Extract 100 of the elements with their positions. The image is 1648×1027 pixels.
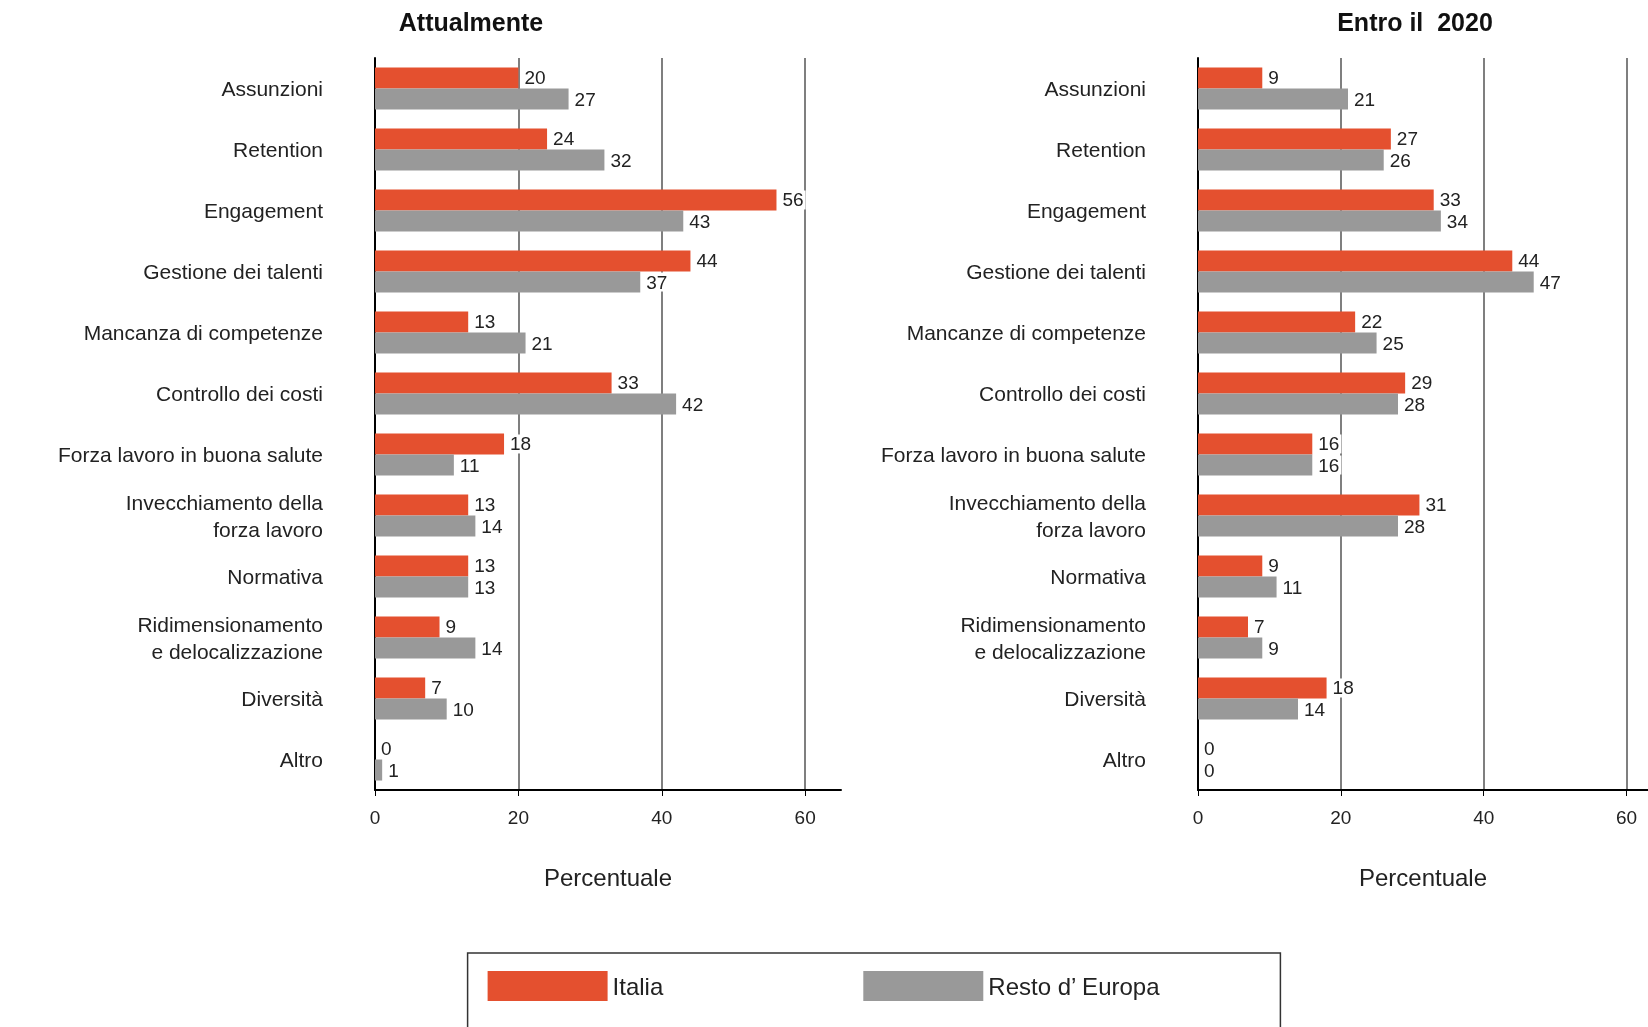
data-label: 22 — [1361, 311, 1383, 333]
y-tick-label: Diversità — [1064, 687, 1147, 710]
chart-title: Attualmente — [398, 7, 544, 36]
bar — [1198, 494, 1420, 516]
bar — [375, 128, 548, 150]
y-tick-label: Assunzioni — [221, 77, 323, 100]
bar — [375, 67, 519, 89]
data-label: 16 — [1318, 433, 1340, 455]
data-label: 44 — [696, 250, 719, 272]
bar — [1198, 576, 1277, 598]
bar — [1198, 332, 1377, 354]
data-label: 0 — [381, 738, 392, 760]
data-label: 26 — [1389, 149, 1411, 171]
data-label: 31 — [1425, 494, 1447, 516]
chart-title: Entro il 2020 — [1337, 7, 1493, 36]
x-tick-label: 60 — [794, 807, 816, 828]
y-tick-label: Altro — [1102, 748, 1146, 771]
bar — [375, 494, 469, 516]
bar — [1198, 210, 1441, 232]
y-tick-label: Ridimensionamento e delocalizzazione — [137, 612, 323, 663]
data-label: 21 — [531, 332, 553, 354]
bar — [1198, 454, 1313, 476]
y-tick-label: Gestione dei talenti — [966, 260, 1146, 283]
data-label: 16 — [1318, 454, 1340, 476]
data-label: 9 — [1268, 67, 1279, 89]
y-tick-label: Ridimensionamento e delocalizzazione — [960, 612, 1146, 663]
data-label: 56 — [782, 189, 804, 211]
bar — [375, 271, 641, 293]
bar — [1198, 250, 1513, 272]
data-label: 7 — [1254, 616, 1265, 638]
bar — [375, 637, 476, 659]
bar — [375, 210, 684, 232]
bar — [375, 189, 777, 211]
data-label: 33 — [1439, 189, 1461, 211]
data-label: 32 — [610, 149, 632, 171]
data-label: 10 — [452, 698, 474, 720]
data-label: 27 — [1396, 128, 1418, 150]
bar — [1198, 677, 1327, 699]
bar — [375, 759, 383, 781]
data-label: 34 — [1446, 210, 1469, 232]
data-label: 9 — [1268, 555, 1279, 577]
legend-label: Italia — [612, 972, 664, 1000]
y-tick-label: Controllo dei costi — [156, 382, 323, 405]
y-tick-label: Controllo dei costi — [979, 382, 1146, 405]
data-label: 9 — [445, 616, 457, 638]
x-axis-title: Percentuale — [543, 863, 673, 891]
bar — [375, 555, 469, 577]
bar — [1198, 128, 1391, 150]
y-tick-label: Normativa — [1050, 565, 1147, 588]
data-label: 11 — [1282, 576, 1303, 598]
bar — [375, 250, 691, 272]
bar — [1198, 149, 1384, 171]
y-tick-label: Gestione dei talenti — [143, 260, 323, 283]
bar — [1198, 515, 1398, 537]
bar — [375, 616, 440, 638]
bar — [1198, 271, 1534, 293]
y-tick-label: Retention — [1056, 138, 1146, 161]
bar — [1198, 698, 1298, 720]
y-tick-label: Retention — [233, 138, 323, 161]
y-tick-label: Normativa — [227, 565, 324, 588]
bar — [1198, 88, 1348, 110]
bar — [1198, 555, 1263, 577]
data-label: 14 — [481, 637, 503, 659]
bar — [375, 393, 677, 415]
data-label: 24 — [553, 128, 575, 150]
bar — [1198, 616, 1248, 638]
bar — [375, 576, 469, 598]
y-tick-label: Diversità — [241, 687, 324, 710]
data-label: 37 — [646, 271, 668, 293]
x-tick-label: 40 — [1473, 807, 1495, 828]
data-label: 25 — [1382, 332, 1404, 354]
data-label: 0 — [1204, 738, 1215, 760]
y-tick-label: Mancanze di competenze — [906, 321, 1146, 344]
y-tick-label: Altro — [279, 748, 323, 771]
legend-label: Resto d’ Europa — [988, 972, 1161, 1000]
data-label: 13 — [474, 576, 496, 598]
bar — [375, 433, 505, 455]
data-label: 14 — [1304, 698, 1326, 720]
data-label: 28 — [1404, 393, 1426, 415]
y-tick-label: Assunzioni — [1044, 77, 1146, 100]
x-tick-label: 20 — [507, 807, 529, 828]
bar — [375, 149, 605, 171]
data-label: 21 — [1354, 88, 1376, 110]
data-label: 13 — [474, 494, 496, 516]
data-label: 14 — [481, 515, 503, 537]
x-tick-label: 0 — [369, 807, 381, 828]
x-axis-title: Percentuale — [1358, 863, 1488, 891]
data-label: 33 — [617, 372, 639, 394]
x-tick-label: 0 — [1192, 807, 1204, 828]
y-tick-label: Forza lavoro in buona salute — [58, 443, 323, 466]
data-label: 18 — [510, 433, 532, 455]
bar — [1198, 67, 1263, 89]
data-label: 44 — [1518, 250, 1540, 272]
y-tick-label: Engagement — [203, 199, 324, 222]
data-label: 0 — [1204, 759, 1215, 781]
data-label: 11 — [459, 454, 480, 476]
data-label: 18 — [1332, 677, 1354, 699]
data-label: 20 — [524, 67, 546, 89]
data-label: 29 — [1411, 372, 1433, 394]
bar — [1198, 311, 1356, 333]
